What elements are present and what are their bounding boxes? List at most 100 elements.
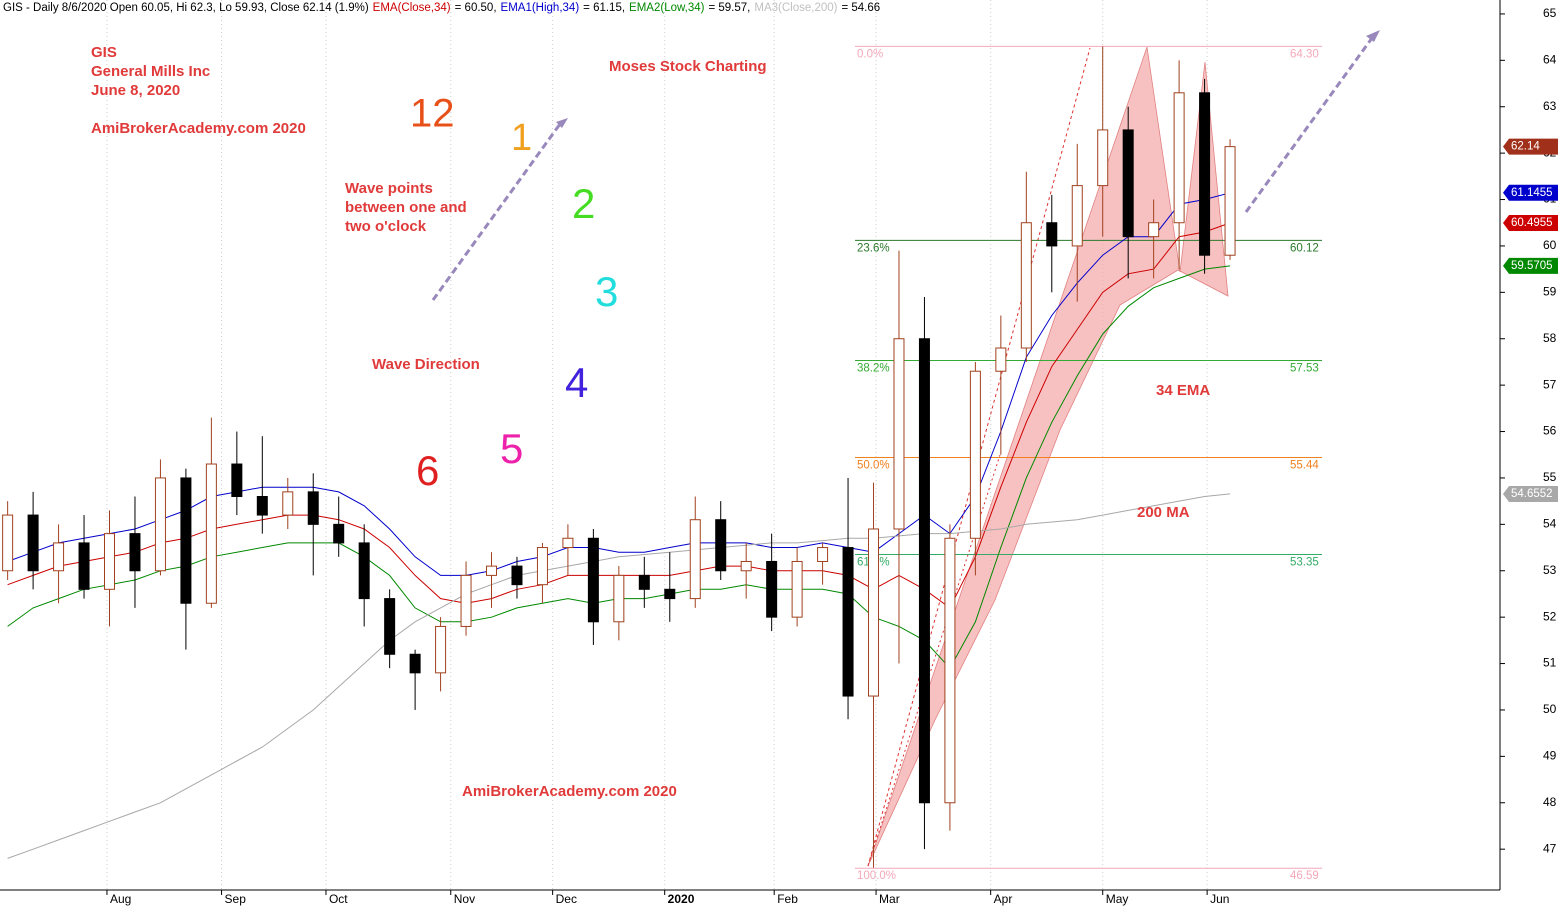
candle-body	[817, 547, 829, 562]
candle-body	[180, 477, 192, 604]
candle-body	[53, 542, 65, 572]
candle-body	[944, 537, 956, 804]
y-tick-label: 58	[1543, 331, 1557, 345]
price-box-label: 61.1455	[1511, 187, 1553, 199]
candles	[2, 46, 1236, 868]
candle-body	[1148, 222, 1160, 238]
x-tick-label: 2020	[668, 892, 695, 906]
annotation: between one and	[345, 199, 467, 216]
candle-body	[78, 542, 90, 590]
indicator-line	[7, 493, 1231, 859]
candle-body	[638, 574, 650, 590]
annotations: GIS General Mills Inc June 8, 2020 AmiBroke…	[91, 44, 1210, 800]
fib-value: 60.12	[1290, 242, 1319, 254]
fib-label: 23.6%	[857, 242, 890, 254]
annotation: 6	[416, 447, 439, 494]
annotation: Wave Direction	[372, 356, 480, 373]
y-tick-label: 50	[1543, 702, 1557, 716]
y-tick-label: 51	[1543, 656, 1557, 670]
candle-body	[486, 565, 498, 576]
price-box-label: 60.4955	[1511, 217, 1553, 229]
candle-body	[104, 533, 116, 590]
annotation: 3	[595, 268, 618, 315]
axes: 47484950515253545556575859606162636465Au…	[106, 6, 1558, 906]
price-box-label: 54.6552	[1511, 488, 1553, 500]
candle-body	[154, 477, 166, 572]
x-tick-label: Mar	[879, 892, 900, 906]
y-tick-label: 60	[1543, 238, 1557, 252]
chart-header: GIS - Daily 8/6/2020 Open 60.05, Hi 62.3…	[3, 2, 880, 14]
fib-label: 0.0%	[857, 48, 883, 60]
y-tick-label: 54	[1543, 517, 1557, 531]
candle-body	[1173, 92, 1185, 224]
candle-body	[766, 560, 778, 618]
candle-body	[918, 338, 930, 804]
header-segment: = 60.50,	[455, 2, 497, 14]
candle-body	[1122, 129, 1134, 238]
x-tick-label: Jun	[1210, 892, 1229, 906]
header-segment: EMA2(Low,34)	[629, 2, 705, 14]
annotation: June 8, 2020	[91, 82, 180, 99]
y-tick-label: 65	[1543, 6, 1557, 20]
candle-body	[384, 598, 396, 655]
candle-body	[511, 565, 523, 586]
candle-body	[1199, 92, 1211, 256]
candle-body	[689, 519, 701, 600]
annotation: General Mills Inc	[91, 63, 210, 80]
candle-body	[740, 560, 752, 572]
x-tick-label: Nov	[454, 892, 475, 906]
header-segment: = 54.66	[841, 2, 880, 14]
price-box	[1503, 184, 1558, 201]
arrow-head	[1366, 30, 1380, 42]
candle-body	[256, 496, 268, 516]
y-tick-label: 59	[1543, 285, 1557, 299]
candle-body	[307, 491, 319, 525]
x-tick-label: Apr	[994, 892, 1013, 906]
x-tick-label: Sep	[225, 892, 247, 906]
annotation: 5	[500, 425, 523, 472]
fib-label: 38.2%	[857, 363, 890, 375]
annotation: Wave points	[345, 180, 433, 197]
annotation: GIS	[91, 44, 117, 61]
candle-body	[969, 370, 981, 539]
fib-value: 57.53	[1290, 363, 1319, 375]
arrow	[1244, 37, 1374, 213]
candle-body	[868, 528, 880, 697]
candle-body	[205, 463, 217, 604]
x-tick-label: Aug	[110, 892, 131, 906]
header-segment: = 59.57,	[708, 2, 750, 14]
candle-body	[27, 514, 39, 572]
y-tick-label: 55	[1543, 470, 1557, 484]
annotation: 4	[565, 359, 588, 406]
annotation: AmiBrokerAcademy.com 2020	[462, 783, 677, 800]
header-segment: EMA(Close,34)	[373, 2, 451, 14]
candle-body	[715, 519, 727, 572]
annotation: 200 MA	[1137, 504, 1190, 521]
annotation: 2	[572, 180, 595, 227]
x-tick-label: May	[1106, 892, 1129, 906]
x-tick-label: Feb	[777, 892, 798, 906]
candle-body	[1097, 129, 1109, 187]
candle-body	[2, 514, 14, 572]
price-box-label: 62.14	[1511, 141, 1540, 153]
header-segment: GIS - Daily 8/6/2020 Open 60.05, Hi 62.3…	[3, 2, 369, 14]
candle-body	[358, 542, 370, 600]
y-tick-label: 47	[1543, 841, 1557, 855]
candle-body	[129, 533, 141, 572]
candle-body	[231, 463, 243, 498]
candle-body	[435, 625, 447, 674]
trend-line	[867, 454, 1001, 867]
fib-label: 100.0%	[857, 870, 896, 882]
candle-body	[664, 588, 676, 600]
fib-value: 64.30	[1290, 48, 1319, 60]
annotation: 1	[511, 117, 532, 159]
header-segment: = 61.15,	[583, 2, 625, 14]
fib-value: 55.44	[1290, 460, 1319, 472]
candle-body	[562, 537, 574, 549]
price-box	[1503, 257, 1558, 274]
fib-value: 53.35	[1290, 557, 1319, 569]
annotation: 12	[410, 92, 455, 136]
y-tick-label: 64	[1543, 52, 1557, 66]
